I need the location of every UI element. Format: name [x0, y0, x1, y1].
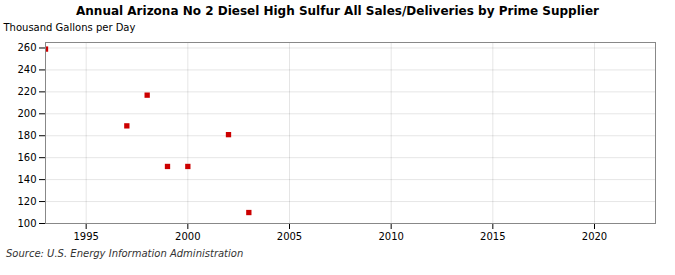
svg-text:260: 260 [17, 42, 36, 53]
svg-text:2015: 2015 [480, 231, 505, 242]
svg-text:2020: 2020 [582, 231, 607, 242]
svg-text:220: 220 [17, 86, 36, 97]
html-text:Source: U.S. Energy Informatio: Source: U.S. Energy Information Administ… [6, 248, 244, 259]
svg-text:240: 240 [17, 64, 36, 75]
svg-text:Thousand Gallons per Day: Thousand Gallons per Day [3, 22, 136, 33]
svg-text:1995: 1995 [73, 231, 98, 242]
svg-text:180: 180 [17, 130, 36, 141]
svg-text:140: 140 [17, 174, 36, 185]
svg-text:100: 100 [17, 218, 36, 229]
svg-text:2000: 2000 [175, 231, 200, 242]
svg-text:160: 160 [17, 152, 36, 163]
svg-text:2005: 2005 [277, 231, 302, 242]
svg-text:200: 200 [17, 108, 36, 119]
svg-text:2010: 2010 [378, 231, 403, 242]
svg-text:120: 120 [17, 196, 36, 207]
html-text:Annual Arizona No 2 Diesel Hig: Annual Arizona No 2 Diesel High Sulfur A… [76, 4, 599, 18]
